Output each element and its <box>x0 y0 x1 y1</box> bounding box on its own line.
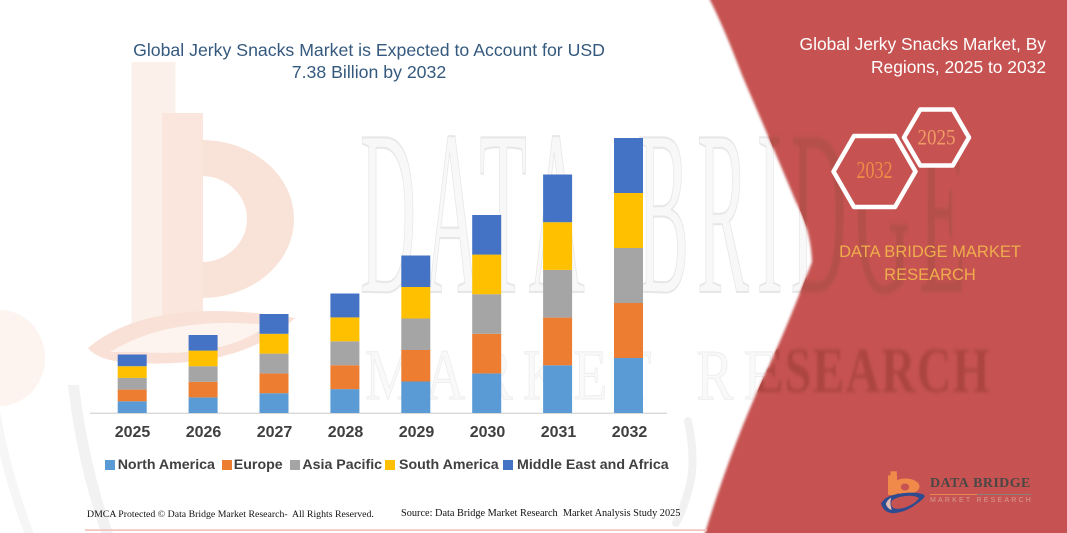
svg-text:2025: 2025 <box>918 126 956 150</box>
svg-text:2032: 2032 <box>857 156 893 183</box>
